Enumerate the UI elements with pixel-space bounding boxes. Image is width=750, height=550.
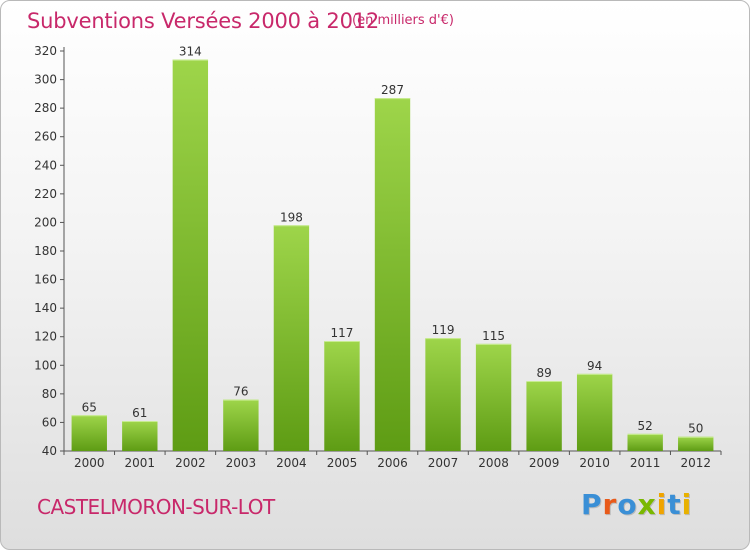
- chart-labels: 2000 65 2001 61 2002 314 2003 76 2004 198 2005 117 2…: [74, 45, 711, 470]
- data-label-2002: 314: [179, 45, 202, 59]
- y-tick-label: 160: [34, 273, 57, 287]
- x-tick-label-2004: 2004: [276, 456, 307, 470]
- y-tick-label: 180: [34, 244, 57, 258]
- logo-letter: i: [681, 488, 693, 521]
- data-label-2005: 117: [331, 326, 354, 340]
- y-tick-label: 120: [34, 330, 57, 344]
- y-tick-label: 140: [34, 301, 57, 315]
- bar-2002: [172, 59, 209, 451]
- chart-subtitle: (en milliers d'€): [352, 13, 454, 28]
- y-tick-label: 240: [34, 158, 57, 172]
- bar-2001: [122, 421, 158, 451]
- data-label-2009: 89: [536, 366, 551, 380]
- y-tick-label: 60: [42, 415, 57, 429]
- bar-2009: [526, 381, 562, 451]
- y-tick-label: 200: [34, 215, 57, 229]
- bar-2000: [71, 415, 107, 451]
- logo-letter: i: [656, 488, 668, 521]
- data-label-2011: 52: [638, 419, 653, 433]
- logo-letter: P: [581, 488, 603, 521]
- bar-2006: [374, 98, 411, 452]
- x-tick-label-2005: 2005: [327, 456, 358, 470]
- chart-title: Subventions Versées 2000 à 2012: [27, 9, 380, 33]
- y-tick-label: 320: [34, 44, 57, 58]
- y-tick-label: 260: [34, 130, 57, 144]
- data-label-2007: 119: [432, 323, 455, 337]
- bar-2010: [576, 373, 613, 451]
- x-tick-label-2000: 2000: [74, 456, 105, 470]
- y-tick-label: 80: [42, 387, 57, 401]
- proxiti-logo: Proxiti: [581, 488, 692, 521]
- data-label-2008: 115: [482, 329, 505, 343]
- bar-2007: [425, 338, 461, 451]
- bar-2011: [627, 433, 663, 451]
- y-tick-label: 40: [42, 444, 57, 458]
- data-label-2003: 76: [233, 385, 248, 399]
- bar-2004: [273, 225, 310, 451]
- bar-2012: [678, 436, 714, 451]
- x-tick-label-2009: 2009: [529, 456, 560, 470]
- data-label-2012: 50: [688, 422, 703, 436]
- x-tick-label-2001: 2001: [125, 456, 156, 470]
- bar-2005: [324, 341, 360, 451]
- y-tick-label: 300: [34, 73, 57, 87]
- bar-2003: [223, 399, 259, 451]
- x-tick-label-2006: 2006: [377, 456, 408, 470]
- data-label-2006: 287: [381, 83, 404, 97]
- data-label-2000: 65: [82, 400, 97, 414]
- x-tick-label-2010: 2010: [579, 456, 610, 470]
- data-label-2001: 61: [132, 406, 147, 420]
- x-tick-label-2007: 2007: [428, 456, 459, 470]
- bar-2008: [475, 343, 512, 451]
- chart-bars: [71, 59, 714, 452]
- logo-letter: t: [667, 488, 682, 521]
- logo-letter: o: [617, 488, 638, 521]
- data-label-2004: 198: [280, 210, 303, 224]
- y-tick-label: 100: [34, 358, 57, 372]
- x-tick-label-2011: 2011: [630, 456, 661, 470]
- logo-letter: r: [602, 488, 618, 521]
- x-tick-label-2008: 2008: [478, 456, 509, 470]
- logo-letter: x: [637, 488, 657, 521]
- chart-axes: 40 60 80 100 120 140 160 180 200 220 240 260 280 300 3…: [34, 44, 722, 458]
- x-tick-label-2002: 2002: [175, 456, 206, 470]
- data-label-2010: 94: [587, 359, 602, 373]
- x-tick-label-2012: 2012: [680, 456, 711, 470]
- y-tick-label: 220: [34, 187, 57, 201]
- x-tick-label-2003: 2003: [226, 456, 257, 470]
- y-tick-label: 280: [34, 101, 57, 115]
- commune-name: CASTELMORON-SUR-LOT: [37, 495, 275, 519]
